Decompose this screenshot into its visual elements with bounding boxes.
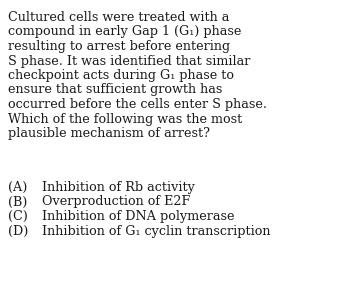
Text: (A): (A) [8, 181, 27, 194]
Text: S phase. It was identified that similar: S phase. It was identified that similar [8, 55, 250, 68]
Text: (B): (B) [8, 195, 27, 208]
Text: Overproduction of E2F: Overproduction of E2F [42, 195, 190, 208]
Text: Which of the following was the most: Which of the following was the most [8, 112, 242, 125]
Text: (D): (D) [8, 225, 28, 238]
Text: occurred before the cells enter S phase.: occurred before the cells enter S phase. [8, 98, 267, 111]
Text: Cultured cells were treated with a: Cultured cells were treated with a [8, 11, 229, 24]
Text: Inhibition of Rb activity: Inhibition of Rb activity [42, 181, 195, 194]
Text: plausible mechanism of arrest?: plausible mechanism of arrest? [8, 127, 210, 140]
Text: compound in early Gap 1 (G₁) phase: compound in early Gap 1 (G₁) phase [8, 25, 241, 38]
Text: Inhibition of DNA polymerase: Inhibition of DNA polymerase [42, 210, 235, 223]
Text: (C): (C) [8, 210, 28, 223]
Text: Inhibition of G₁ cyclin transcription: Inhibition of G₁ cyclin transcription [42, 225, 271, 238]
Text: checkpoint acts during G₁ phase to: checkpoint acts during G₁ phase to [8, 69, 234, 82]
Text: ensure that sufficient growth has: ensure that sufficient growth has [8, 84, 222, 97]
Text: resulting to arrest before entering: resulting to arrest before entering [8, 40, 230, 53]
